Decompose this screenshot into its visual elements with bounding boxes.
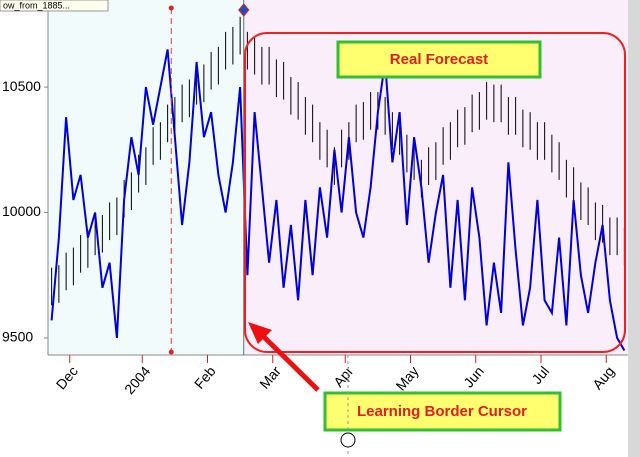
forecast-line [50, 49, 626, 352]
arrow-head [248, 322, 272, 344]
y-tick-label: 10000 [2, 203, 41, 219]
y-tick-label: 10500 [2, 78, 41, 94]
marker-dot [168, 5, 174, 11]
y-tick-label: 9500 [2, 329, 33, 345]
series-label: ow_from_1885... [3, 0, 70, 10]
right-strip [628, 0, 640, 457]
learning-border-handle [238, 3, 250, 17]
marker-dot [168, 349, 174, 355]
forecast-outline [244, 32, 626, 353]
cursor-callout [323, 391, 562, 432]
series-label-box [0, 0, 109, 12]
arrow-shaft [260, 333, 320, 392]
clock-icon [340, 432, 356, 448]
cursor-note: Learning Border Cursor [357, 403, 527, 420]
forecast-callout [336, 40, 542, 79]
learning-region [48, 0, 245, 355]
forecast-note: Real Forecast [390, 51, 488, 68]
